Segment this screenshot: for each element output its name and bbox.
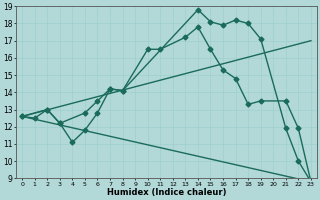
X-axis label: Humidex (Indice chaleur): Humidex (Indice chaleur) xyxy=(107,188,226,197)
